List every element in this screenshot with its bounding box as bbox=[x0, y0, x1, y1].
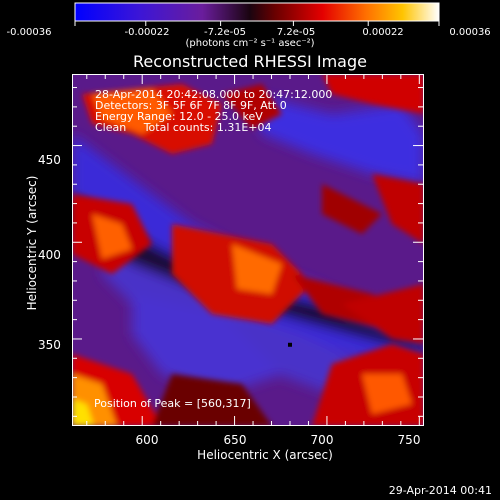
x-axis-label: Heliocentric X (arcsec) bbox=[197, 448, 333, 462]
colorbar-tick-label: 7.2e-05 bbox=[276, 27, 316, 38]
info-total-counts: Clean Total counts: 1.31E+04 bbox=[95, 121, 272, 134]
y-tick-label: 450 bbox=[38, 153, 61, 167]
footer-date: 29-Apr-2014 00:41 bbox=[388, 484, 492, 497]
heatmap-image bbox=[72, 74, 424, 426]
x-tick-label: 650 bbox=[223, 433, 247, 447]
colorbar-tick-label: 0.00022 bbox=[362, 27, 404, 38]
x-tick-label: 700 bbox=[310, 433, 334, 447]
colorbar-units: (photons cm⁻² s⁻¹ asec⁻²) bbox=[185, 38, 315, 49]
colorbar-tick-label: 0.00036 bbox=[449, 27, 491, 38]
peak-position-label: Position of Peak = [560,317] bbox=[94, 397, 251, 410]
peak-marker bbox=[287, 342, 292, 347]
chart-title: Reconstructed RHESSI Image bbox=[133, 52, 367, 71]
y-tick-label: 400 bbox=[38, 248, 61, 262]
colorbar-tick-label: -0.00036 bbox=[6, 27, 52, 38]
x-tick-label: 750 bbox=[397, 433, 421, 447]
plot-frame bbox=[72, 74, 424, 426]
colorbar bbox=[74, 2, 440, 26]
colorbar-tick-label: -0.00022 bbox=[124, 27, 170, 38]
y-axis-label: Heliocentric Y (arcsec) bbox=[25, 175, 39, 311]
info-detectors: Detectors: 3F 5F 6F 7F 8F 9F, Att 0 bbox=[95, 99, 287, 112]
x-tick-label: 600 bbox=[135, 433, 159, 447]
colorbar-gradient bbox=[74, 2, 440, 22]
info-energy-range: Energy Range: 12.0 - 25.0 keV bbox=[95, 110, 263, 123]
colorbar-tick-label: -7.2e-05 bbox=[204, 27, 246, 38]
y-tick-label: 350 bbox=[38, 338, 61, 352]
info-time-range: 28-Apr-2014 20:42:08.000 to 20:47:12.000 bbox=[95, 88, 333, 101]
